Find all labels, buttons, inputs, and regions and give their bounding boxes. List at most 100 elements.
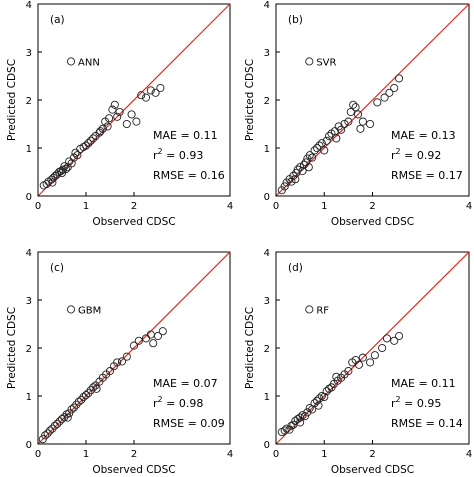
y-tick-label: 0 <box>264 192 270 203</box>
data-point <box>149 339 158 348</box>
data-point <box>50 421 59 430</box>
data-point <box>63 413 72 422</box>
r-squared-value: = 0.93 <box>163 149 204 162</box>
data-point <box>122 119 131 129</box>
x-tick-label: 2 <box>131 201 137 212</box>
data-point <box>305 403 314 413</box>
data-point <box>356 124 365 133</box>
panel-label: (c) <box>50 262 64 274</box>
data-point <box>48 178 57 187</box>
data-point <box>293 165 302 174</box>
x-tick-label: 0 <box>35 449 41 460</box>
r-squared-prefix: r <box>153 149 158 162</box>
data-point <box>122 352 131 361</box>
r-squared-stat: r2 = 0.93 <box>153 147 203 162</box>
data-point <box>353 110 363 119</box>
x-axis-label: Observed CDSC <box>92 464 175 476</box>
x-axis-label: Observed CDSC <box>331 464 414 476</box>
data-point <box>366 358 375 367</box>
x-tick-label: 0 <box>273 201 279 212</box>
data-point <box>317 139 326 148</box>
data-point <box>314 401 323 410</box>
data-point <box>158 327 167 336</box>
data-point <box>96 127 105 136</box>
r-squared-value: = 0.98 <box>163 397 204 410</box>
data-point <box>301 158 310 167</box>
data-point <box>92 384 101 393</box>
data-point <box>320 392 329 402</box>
data-point <box>110 100 119 109</box>
y-tick-label: 2 <box>264 344 270 355</box>
data-point <box>344 117 353 126</box>
x-tick-label: 2 <box>369 201 375 212</box>
data-point <box>382 334 392 343</box>
r-squared-superscript: 2 <box>158 147 163 156</box>
legend-label: RF <box>316 305 329 316</box>
y-tick-label: 2 <box>264 96 270 107</box>
data-point <box>325 384 334 393</box>
y-tick-label: 3 <box>264 48 270 59</box>
data-point <box>299 160 309 169</box>
data-point <box>315 141 324 150</box>
data-point <box>358 353 367 362</box>
data-point <box>378 343 387 353</box>
y-tick-label: 3 <box>26 296 32 307</box>
y-tick-label: 4 <box>264 248 270 259</box>
data-point <box>137 91 146 100</box>
x-tick-label: 4 <box>227 449 233 460</box>
y-tick-label: 2 <box>26 96 32 107</box>
data-point <box>67 159 76 168</box>
x-tick-label: 0 <box>273 449 279 460</box>
r-squared-superscript: 2 <box>396 147 401 156</box>
data-point <box>132 117 141 126</box>
data-point <box>320 146 329 155</box>
data-point <box>84 139 93 148</box>
y-tick-label: 3 <box>26 48 32 59</box>
x-tick-label: 4 <box>466 201 472 212</box>
r-squared-superscript: 2 <box>396 395 401 404</box>
data-point <box>151 88 160 97</box>
r-squared-prefix: r <box>391 149 396 162</box>
legend-marker <box>66 305 76 314</box>
data-point <box>57 414 67 424</box>
data-point <box>81 390 91 400</box>
data-point <box>69 403 79 412</box>
data-point <box>57 168 67 178</box>
r-squared-prefix: r <box>391 397 396 410</box>
x-axis-label: Observed CDSC <box>331 216 414 228</box>
legend-label: GBM <box>78 305 101 316</box>
data-point <box>127 110 136 119</box>
data-point <box>390 336 399 345</box>
data-point <box>104 114 114 123</box>
x-tick-label: 1 <box>83 449 89 460</box>
data-point <box>312 396 322 405</box>
data-point <box>385 88 394 97</box>
data-point <box>303 408 312 417</box>
x-axis-label: Observed CDSC <box>92 216 175 228</box>
data-point <box>41 431 50 440</box>
x-tick-label: 1 <box>321 201 327 212</box>
y-tick-label: 1 <box>26 144 32 155</box>
legend-label: ANN <box>78 57 100 68</box>
data-point <box>394 331 404 341</box>
x-tick-label: 1 <box>321 449 327 460</box>
data-point <box>146 86 155 95</box>
data-point <box>296 413 305 422</box>
data-point <box>298 166 307 176</box>
panel-label: (d) <box>288 262 303 274</box>
mae-stat: MAE = 0.11 <box>391 377 456 390</box>
data-point <box>156 83 165 93</box>
mae-stat: MAE = 0.11 <box>153 129 218 142</box>
data-point <box>74 397 83 406</box>
r-squared-stat: r2 = 0.95 <box>391 395 441 410</box>
data-point <box>55 417 64 426</box>
data-point <box>103 122 112 131</box>
r-squared-value: = 0.92 <box>401 149 442 162</box>
y-tick-label: 3 <box>264 296 270 307</box>
x-tick-label: 4 <box>466 449 472 460</box>
y-tick-label: 4 <box>26 248 32 259</box>
data-point <box>280 426 289 435</box>
r-squared-value: = 0.95 <box>401 397 442 410</box>
x-tick-label: 4 <box>227 201 233 212</box>
